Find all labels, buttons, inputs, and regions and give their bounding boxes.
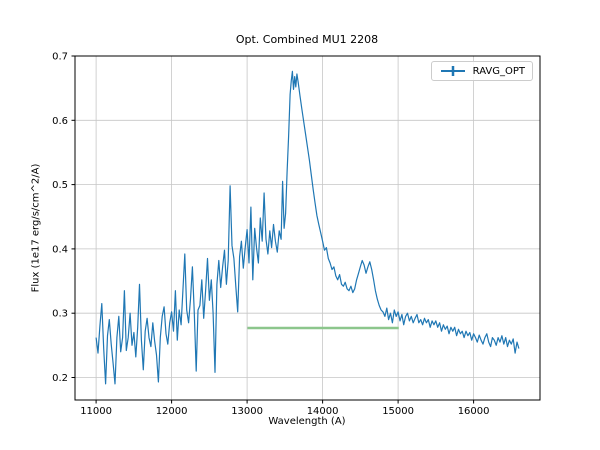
- x-tick-label: 16000: [458, 406, 490, 417]
- y-tick-label: 0.3: [52, 309, 68, 320]
- x-tick-label: 12000: [156, 406, 188, 417]
- y-tick-label: 0.7: [52, 52, 68, 63]
- legend-label: RAVG_OPT: [472, 65, 525, 77]
- chart-title: Opt. Combined MU1 2208: [235, 33, 379, 46]
- x-axis-label: Wavelength (A): [268, 416, 346, 427]
- y-tick-label: 0.2: [52, 373, 68, 384]
- y-tick-label: 0.5: [52, 180, 68, 191]
- x-tick-label: 11000: [80, 406, 112, 417]
- x-tick-label: 13000: [231, 406, 263, 417]
- x-tick-label: 15000: [382, 406, 414, 417]
- legend-box: RAVG_OPT: [430, 61, 533, 81]
- plot-frame: [74, 55, 541, 401]
- y-axis-label: Flux (1e17 erg/s/cm^2/A): [30, 163, 42, 293]
- x-tick-label: 14000: [307, 406, 339, 417]
- y-tick-label: 0.6: [52, 116, 68, 127]
- y-tick-label: 0.4: [52, 244, 68, 255]
- RAVG_OPT-line: [95, 70, 520, 385]
- errorbar-legend-icon: [440, 66, 465, 76]
